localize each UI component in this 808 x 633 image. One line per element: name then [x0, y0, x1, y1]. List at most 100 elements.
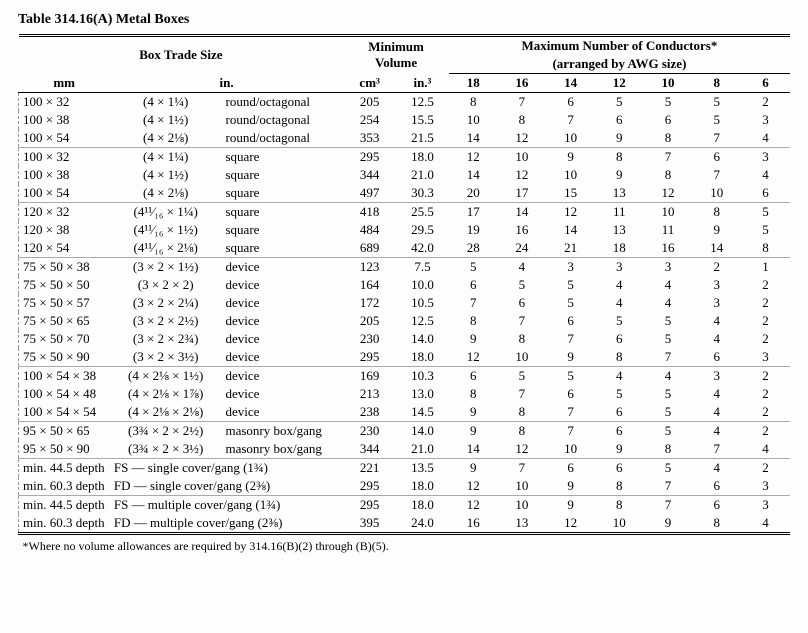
cell-awg: 6 — [595, 403, 644, 422]
table-title: Table 314.16(A) Metal Boxes — [18, 12, 790, 28]
cell-awg: 7 — [546, 422, 595, 441]
cell-awg: 12 — [546, 203, 595, 222]
cell-in3: 21.0 — [396, 166, 449, 184]
cell-in3: 21.0 — [396, 440, 449, 459]
cell-awg: 14 — [449, 129, 498, 148]
cell-in: FS — multiple cover/gang (1¾) — [110, 496, 343, 515]
cell-awg: 12 — [449, 148, 498, 167]
cell-in: (4 × 1½) — [110, 111, 222, 129]
cell-mm: 120 × 38 — [19, 221, 110, 239]
cell-awg: 7 — [644, 348, 693, 367]
table-row: 100 × 38(4 × 1½)round/octagonal25415.510… — [19, 111, 791, 129]
cell-awg: 7 — [498, 312, 547, 330]
cell-awg: 4 — [692, 403, 741, 422]
cell-awg: 5 — [498, 367, 547, 386]
cell-in: (4¹¹⁄₁₆ × 1½) — [110, 221, 222, 239]
cell-cm3: 205 — [343, 93, 396, 112]
cell-awg: 8 — [595, 477, 644, 496]
cell-awg: 4 — [644, 276, 693, 294]
cell-shape: device — [221, 294, 343, 312]
cell-awg: 3 — [692, 276, 741, 294]
hdr-min-vol: Minimum Volume — [343, 36, 449, 74]
cell-mm: min. 44.5 depth — [19, 459, 110, 478]
cell-in: (3 × 2 × 2½) — [110, 312, 222, 330]
cell-awg: 5 — [644, 385, 693, 403]
cell-awg: 10 — [498, 477, 547, 496]
cell-awg: 6 — [546, 385, 595, 403]
cell-in: (4 × 1½) — [110, 166, 222, 184]
cell-awg: 8 — [498, 330, 547, 348]
cell-awg: 9 — [449, 403, 498, 422]
cell-awg: 2 — [741, 367, 790, 386]
cell-awg: 10 — [498, 348, 547, 367]
cell-awg: 6 — [741, 184, 790, 203]
cell-awg: 6 — [449, 367, 498, 386]
cell-awg: 10 — [498, 148, 547, 167]
cell-awg: 3 — [741, 477, 790, 496]
cell-awg: 9 — [595, 166, 644, 184]
cell-cm3: 484 — [343, 221, 396, 239]
cell-awg: 7 — [546, 111, 595, 129]
cell-awg: 6 — [595, 459, 644, 478]
cell-awg: 7 — [644, 477, 693, 496]
cell-in3: 14.0 — [396, 330, 449, 348]
cell-awg: 7 — [498, 385, 547, 403]
cell-shape: round/octagonal — [221, 111, 343, 129]
cell-in3: 21.5 — [396, 129, 449, 148]
cell-cm3: 344 — [343, 166, 396, 184]
table-row: min. 60.3 depthFD — multiple cover/gang … — [19, 514, 791, 534]
cell-cm3: 205 — [343, 312, 396, 330]
cell-mm: 75 × 50 × 90 — [19, 348, 110, 367]
cell-in: FD — single cover/gang (2⅜) — [110, 477, 343, 496]
cell-awg: 8 — [449, 385, 498, 403]
cell-awg: 1 — [741, 258, 790, 277]
cell-awg: 5 — [692, 111, 741, 129]
table-row: 100 × 54 × 48(4 × 2⅛ × 1⅞)device21313.08… — [19, 385, 791, 403]
cell-cm3: 295 — [343, 348, 396, 367]
table-row: 120 × 38(4¹¹⁄₁₆ × 1½)square48429.5191614… — [19, 221, 791, 239]
cell-in3: 30.3 — [396, 184, 449, 203]
cell-awg: 7 — [546, 403, 595, 422]
cell-mm: min. 60.3 depth — [19, 514, 110, 534]
cell-cm3: 169 — [343, 367, 396, 386]
cell-awg: 5 — [644, 93, 693, 112]
cell-awg: 12 — [546, 514, 595, 534]
cell-mm: 100 × 32 — [19, 93, 110, 112]
cell-mm: 100 × 54 × 38 — [19, 367, 110, 386]
cell-awg: 12 — [449, 348, 498, 367]
cell-mm: 100 × 54 — [19, 184, 110, 203]
cell-awg: 21 — [546, 239, 595, 258]
cell-mm: 75 × 50 × 70 — [19, 330, 110, 348]
table-row: 120 × 32(4¹¹⁄₁₆ × 1¼)square41825.5171412… — [19, 203, 791, 222]
cell-awg: 6 — [449, 276, 498, 294]
cell-mm: 95 × 50 × 90 — [19, 440, 110, 459]
cell-awg: 14 — [692, 239, 741, 258]
cell-awg: 4 — [692, 459, 741, 478]
cell-awg: 5 — [644, 330, 693, 348]
cell-mm: 95 × 50 × 65 — [19, 422, 110, 441]
cell-mm: 120 × 54 — [19, 239, 110, 258]
cell-cm3: 689 — [343, 239, 396, 258]
cell-awg: 10 — [692, 184, 741, 203]
cell-in: (3 × 2 × 2¼) — [110, 294, 222, 312]
cell-awg: 8 — [498, 422, 547, 441]
cell-awg: 5 — [741, 221, 790, 239]
cell-shape: device — [221, 385, 343, 403]
cell-in: (4 × 2⅛ × 2⅛) — [110, 403, 222, 422]
cell-awg: 5 — [546, 367, 595, 386]
cell-shape: device — [221, 403, 343, 422]
table-row: 100 × 32(4 × 1¼)round/octagonal20512.587… — [19, 93, 791, 112]
cell-awg: 3 — [692, 294, 741, 312]
cell-awg: 4 — [498, 258, 547, 277]
cell-awg: 7 — [692, 129, 741, 148]
cell-awg: 5 — [546, 276, 595, 294]
cell-awg: 5 — [644, 312, 693, 330]
cell-awg: 11 — [644, 221, 693, 239]
cell-awg: 7 — [692, 166, 741, 184]
table-body: 100 × 32(4 × 1¼)round/octagonal20512.587… — [19, 93, 791, 534]
cell-awg: 8 — [644, 166, 693, 184]
cell-awg: 14 — [449, 440, 498, 459]
cell-awg: 2 — [741, 330, 790, 348]
cell-awg: 4 — [644, 294, 693, 312]
cell-awg: 5 — [644, 403, 693, 422]
